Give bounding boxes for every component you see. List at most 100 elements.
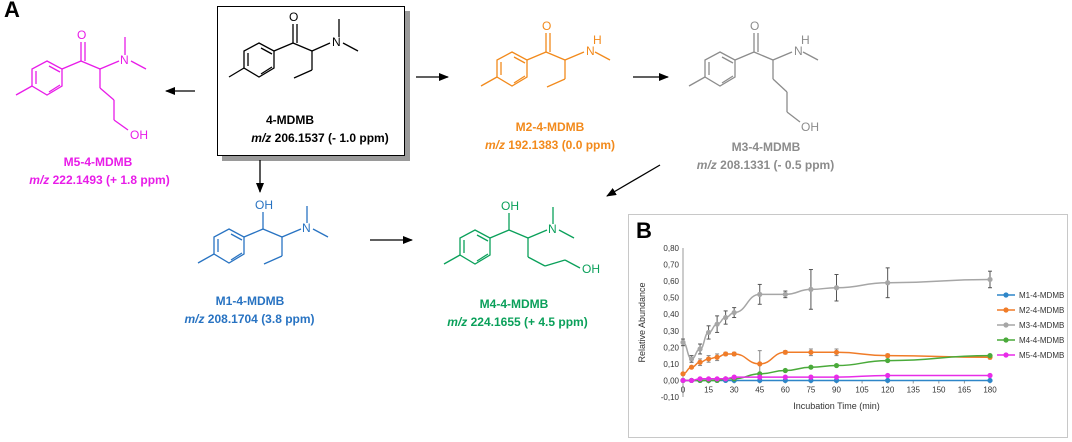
series-point-0 bbox=[987, 377, 993, 384]
structure-m5-4-mdmb bbox=[15, 37, 147, 131]
series-point-4 bbox=[697, 376, 703, 382]
structure-m4-4-mdmb bbox=[443, 207, 581, 269]
series-point-4 bbox=[723, 376, 729, 382]
m3-mz: m/z 208.1331 (- 0.5 ppm) bbox=[696, 158, 835, 172]
series-point-2 bbox=[723, 314, 729, 321]
structure-m1-4-mdmb bbox=[197, 206, 329, 265]
series-point-1 bbox=[697, 359, 703, 365]
series-point-2 bbox=[705, 329, 712, 336]
m4-nitrogen: N bbox=[548, 222, 557, 236]
series-point-2 bbox=[757, 291, 763, 297]
legend-label-3: M4-4-MDMB bbox=[1019, 336, 1064, 345]
legend-marker-3 bbox=[1003, 337, 1009, 343]
x-tick-label: 0 bbox=[681, 385, 686, 394]
m1-name: M1-4-MDMB bbox=[215, 294, 285, 308]
series-point-4 bbox=[885, 372, 891, 379]
series-point-4 bbox=[757, 374, 763, 380]
y-tick-label: 0,10 bbox=[663, 360, 679, 369]
series-point-4 bbox=[808, 374, 814, 380]
series-point-3 bbox=[808, 364, 814, 370]
series-point-3 bbox=[782, 367, 788, 374]
legend-marker-4 bbox=[1003, 352, 1009, 358]
series-point-1 bbox=[833, 349, 840, 355]
chart-svg: 0,80 0,70 0,60 0,50 0,40 0,30 0,20 0,10 0,00 -0,1… bbox=[637, 244, 1064, 411]
x-axis-title: Incubation Time (min) bbox=[793, 401, 880, 411]
x-tick-label: 15 bbox=[704, 385, 713, 394]
series-point-1 bbox=[757, 361, 763, 367]
y-tick-label: 0,60 bbox=[663, 277, 679, 286]
series-point-1 bbox=[688, 364, 695, 370]
m4-hydroxyl: OH bbox=[501, 199, 519, 213]
series-point-4 bbox=[705, 376, 712, 382]
x-tick-label: 150 bbox=[932, 385, 946, 394]
series-point-2 bbox=[680, 339, 686, 345]
series-point-1 bbox=[782, 349, 788, 355]
series-point-2 bbox=[714, 321, 720, 327]
m2-oxygen: O bbox=[542, 19, 551, 33]
m5-nitrogen: N bbox=[120, 53, 129, 67]
x-tick-label: 90 bbox=[832, 385, 841, 394]
series-point-2 bbox=[987, 276, 993, 283]
x-tick-label: 45 bbox=[755, 385, 764, 394]
arrow-m3-to-m4 bbox=[606, 164, 661, 197]
series-point-1 bbox=[705, 356, 712, 362]
series-point-1 bbox=[731, 351, 737, 357]
m3-hydroxyl: OH bbox=[801, 120, 819, 134]
parent-nitrogen: N bbox=[332, 35, 341, 49]
m1-nitrogen: N bbox=[302, 221, 311, 235]
y-tick-label: 0,20 bbox=[663, 343, 679, 352]
m2-hydrogen: H bbox=[593, 33, 602, 47]
panel-label-b: B bbox=[636, 218, 652, 243]
parent-mz: m/z 206.1537 (- 1.0 ppm) bbox=[251, 131, 389, 145]
legend-label-4: M5-4-MDMB bbox=[1019, 351, 1064, 360]
x-tick-label: 105 bbox=[855, 385, 869, 394]
series-point-1 bbox=[885, 353, 891, 359]
series-point-2 bbox=[731, 309, 737, 316]
m5-oxygen: O bbox=[77, 28, 86, 42]
m1-hydroxyl: OH bbox=[255, 198, 273, 212]
y-tick-label: 0,80 bbox=[663, 244, 679, 253]
m3-oxygen: O bbox=[750, 19, 759, 33]
y-tick-label: 0,70 bbox=[663, 261, 679, 270]
series-point-4 bbox=[987, 372, 993, 379]
x-tick-label: 180 bbox=[983, 385, 997, 394]
series-point-4 bbox=[714, 376, 720, 382]
m5-hydroxyl: OH bbox=[130, 128, 148, 142]
y-tick-label: 0,00 bbox=[663, 376, 679, 385]
x-tick-label: 165 bbox=[958, 385, 972, 394]
series-point-2 bbox=[782, 291, 788, 297]
legend-label-2: M3-4-MDMB bbox=[1019, 321, 1064, 330]
m4-mz: m/z 224.1655 (+ 4.5 ppm) bbox=[447, 315, 588, 329]
series-point-4 bbox=[731, 374, 737, 380]
series-point-4 bbox=[833, 374, 840, 380]
y-axis-title: Relative Abundance bbox=[637, 282, 647, 362]
legend-marker-0 bbox=[1003, 292, 1009, 298]
structure-m2-4-mdmb bbox=[480, 33, 611, 88]
x-tick-label: 75 bbox=[806, 385, 815, 394]
series-point-2 bbox=[808, 286, 814, 292]
m5-name: M5-4-MDMB bbox=[63, 155, 133, 169]
legend-label-1: M2-4-MDMB bbox=[1019, 306, 1064, 315]
legend-marker-1 bbox=[1003, 307, 1009, 313]
m3-name: M3-4-MDMB bbox=[731, 140, 801, 154]
legend-label-0: M1-4-MDMB bbox=[1019, 291, 1064, 300]
x-tick-label: 120 bbox=[881, 385, 895, 394]
series-point-4 bbox=[688, 377, 695, 384]
x-tick-label: 30 bbox=[730, 385, 739, 394]
series-point-4 bbox=[782, 374, 788, 380]
structure-m3-4-mdmb bbox=[688, 33, 819, 123]
x-tick-label: 60 bbox=[781, 385, 790, 394]
series-point-0 bbox=[885, 377, 891, 384]
m2-mz: m/z 192.1383 (0.0 ppm) bbox=[484, 138, 616, 152]
x-tick-label: 135 bbox=[907, 385, 921, 394]
series-point-2 bbox=[688, 356, 695, 362]
series-point-1 bbox=[680, 371, 686, 377]
structure-4-mdmb bbox=[228, 19, 359, 79]
chart-panel: 0,80 0,70 0,60 0,50 0,40 0,30 0,20 0,10 0,00 -0,1… bbox=[628, 214, 1068, 438]
y-tick-label: 0,50 bbox=[663, 294, 679, 303]
panel-label-a: A bbox=[4, 0, 20, 22]
series-point-1 bbox=[723, 351, 729, 357]
m2-nitrogen: N bbox=[586, 44, 595, 58]
parent-compound-box bbox=[217, 6, 405, 156]
